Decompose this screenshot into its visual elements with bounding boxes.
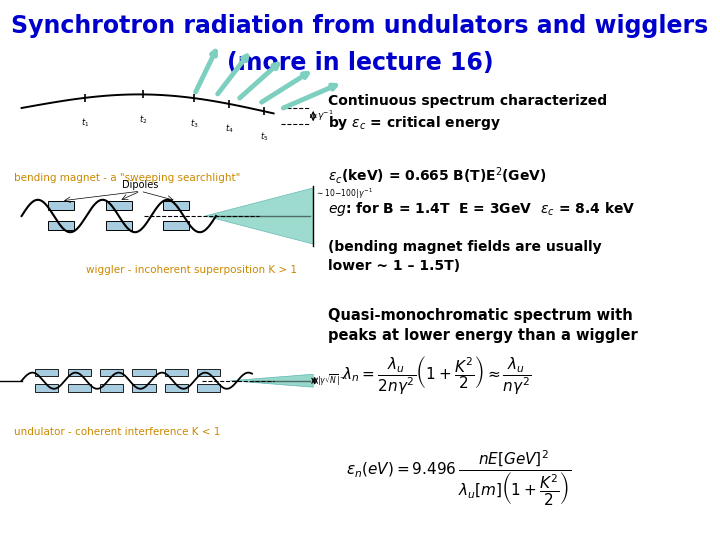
Bar	[197, 369, 220, 376]
Text: bending magnet - a "sweeping searchlight": bending magnet - a "sweeping searchlight…	[14, 173, 240, 183]
Bar	[106, 201, 132, 210]
Text: $\sim 10{-}100|\,\gamma^{-1}$: $\sim 10{-}100|\,\gamma^{-1}$	[315, 186, 374, 201]
Bar	[35, 369, 58, 376]
Bar	[165, 384, 188, 392]
Polygon shape	[230, 374, 313, 387]
Text: wiggler - incoherent superposition K > 1: wiggler - incoherent superposition K > 1	[86, 265, 297, 275]
Bar	[100, 384, 123, 392]
Bar	[68, 384, 91, 392]
Bar	[163, 221, 189, 230]
Text: Dipoles: Dipoles	[122, 180, 158, 190]
Text: Continuous spectrum characterized
by $\varepsilon_c$ = critical energy: Continuous spectrum characterized by $\v…	[328, 94, 607, 132]
Bar	[68, 369, 91, 376]
Bar	[35, 384, 58, 392]
Text: $t_5$: $t_5$	[260, 130, 269, 143]
Text: $t_4$: $t_4$	[225, 123, 233, 136]
Text: $|\gamma\sqrt{N}|^{-1}$: $|\gamma\sqrt{N}|^{-1}$	[317, 373, 348, 388]
Text: undulator - coherent interference K < 1: undulator - coherent interference K < 1	[14, 427, 221, 437]
Bar	[163, 201, 189, 210]
Polygon shape	[205, 188, 313, 244]
Text: (more in lecture 16): (more in lecture 16)	[227, 51, 493, 75]
Text: (bending magnet fields are usually
lower ~ 1 – 1.5T): (bending magnet fields are usually lower…	[328, 240, 601, 273]
Text: $\gamma^{-1}$: $\gamma^{-1}$	[317, 109, 333, 123]
Bar	[48, 221, 74, 230]
Bar	[100, 369, 123, 376]
Bar	[106, 221, 132, 230]
Text: $t_1$: $t_1$	[81, 117, 89, 129]
Text: $\lambda_n = \dfrac{\lambda_u}{2n\gamma^2}\left(1+\dfrac{K^2}{2}\right) \approx : $\lambda_n = \dfrac{\lambda_u}{2n\gamma^…	[342, 354, 531, 397]
Bar	[165, 369, 188, 376]
Text: $\it{eg}$: for B = 1.4T  E = 3GeV  $\varepsilon_c$ = 8.4 keV: $\it{eg}$: for B = 1.4T E = 3GeV $\varep…	[328, 200, 635, 218]
Bar	[132, 369, 156, 376]
Bar	[132, 384, 156, 392]
Text: Synchrotron radiation from undulators and wigglers: Synchrotron radiation from undulators an…	[12, 14, 708, 37]
Bar	[48, 201, 74, 210]
Bar	[197, 384, 220, 392]
Text: $t_3$: $t_3$	[189, 117, 198, 130]
Text: $\varepsilon_n(eV) = 9.496\,\dfrac{nE[GeV]^2}{\lambda_u[m]\left(1+\dfrac{K^2}{2}: $\varepsilon_n(eV) = 9.496\,\dfrac{nE[Ge…	[346, 448, 571, 508]
Text: Quasi-monochromatic spectrum with
peaks at lower energy than a wiggler: Quasi-monochromatic spectrum with peaks …	[328, 308, 637, 342]
Text: $\varepsilon_c$(keV) = 0.665 B(T)E$^2$(GeV): $\varepsilon_c$(keV) = 0.665 B(T)E$^2$(G…	[328, 165, 546, 186]
Text: $t_2$: $t_2$	[138, 113, 147, 126]
